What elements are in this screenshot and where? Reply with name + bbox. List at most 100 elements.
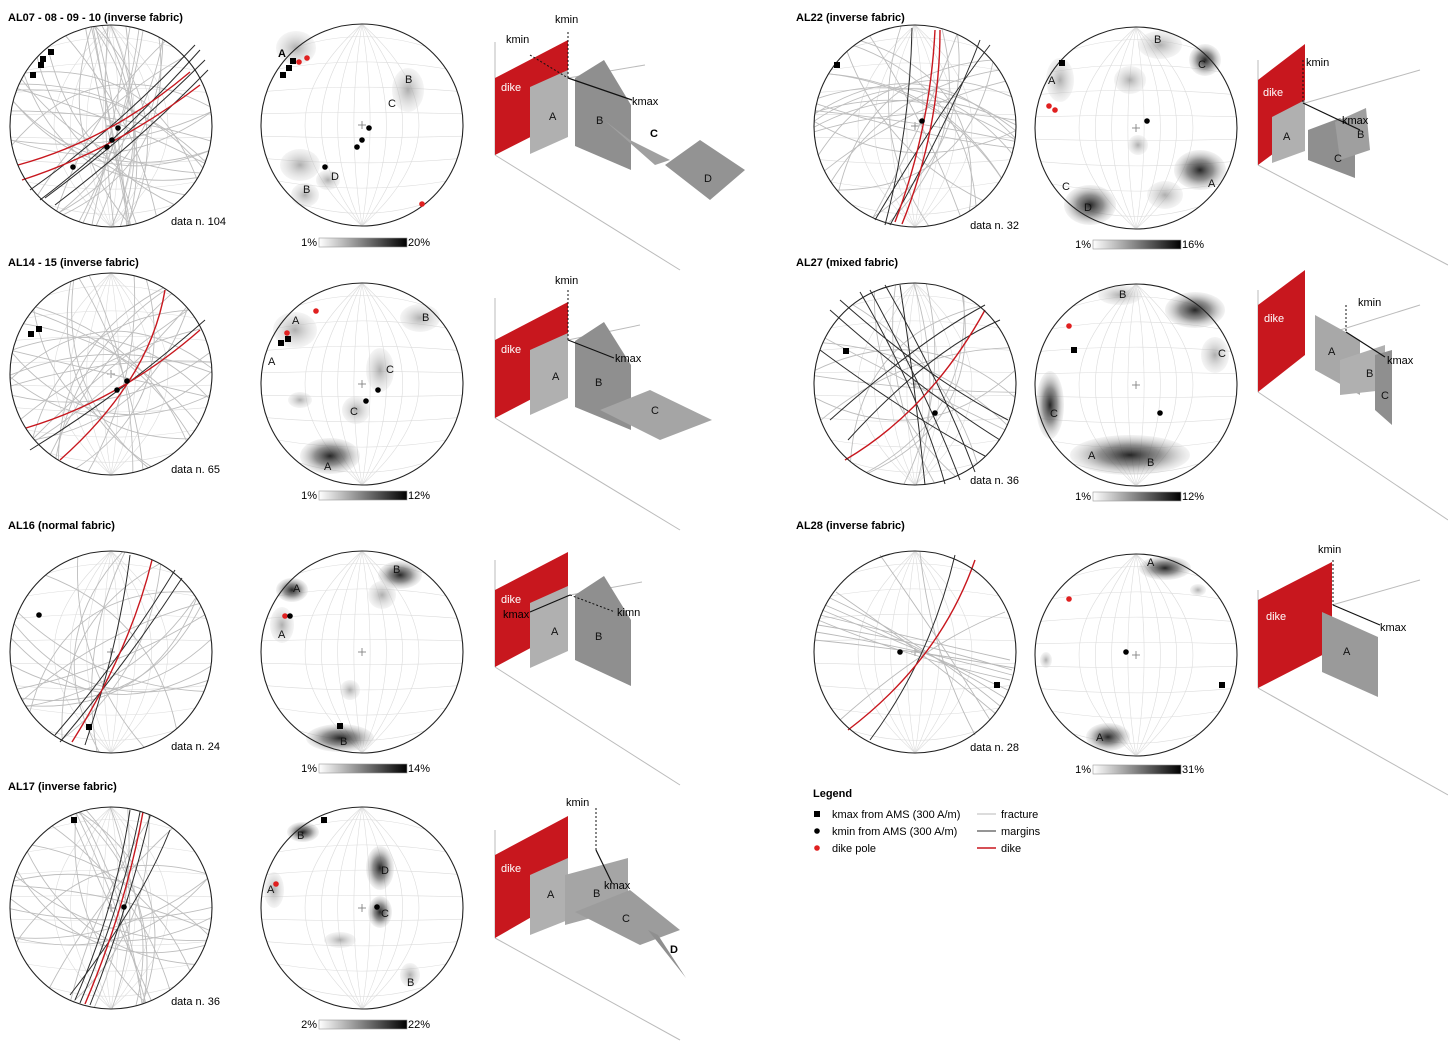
kmax-label: kmax [632, 96, 659, 108]
kmax-label: kmax [1380, 622, 1407, 634]
block-diagram: dike kmin kmax A B C [494, 275, 712, 531]
dike-label: dike [501, 594, 521, 606]
margin-planes [819, 284, 1009, 486]
margin-planes [29, 44, 209, 206]
scale-min: 1% [301, 490, 317, 502]
scale-max: 16% [1182, 239, 1204, 251]
dike-label: dike [501, 344, 521, 356]
dike-plane [1258, 562, 1332, 688]
kmin-label: kmin [566, 797, 589, 809]
kmin-dots [1123, 649, 1129, 655]
fracture-planes [10, 24, 212, 228]
kmin-label: kmin [1306, 57, 1329, 69]
kmin-dots [70, 125, 121, 170]
contour-label: B [393, 564, 400, 576]
dike-label: dike [1266, 611, 1286, 623]
density-grid [261, 23, 463, 227]
dike-poles [1066, 323, 1072, 329]
contour-label: C [350, 406, 358, 418]
panel-al27: AL27 (mixed fabric) data n. 36 [796, 257, 1448, 521]
dike-poles [273, 881, 279, 887]
dike-poles [284, 308, 319, 336]
contour-label: A [293, 583, 301, 595]
plane-label: C [1334, 153, 1342, 165]
data-count: data n. 65 [171, 464, 220, 476]
panel-al28: AL28 (inverse fabric) [796, 520, 1448, 796]
legend: Legend kmax from AMS (300 A/m) kmin from… [813, 788, 1041, 855]
margin-planes [54, 554, 183, 746]
density-stereonet: B A C C D A 1% 16% [1034, 26, 1238, 251]
contour-label: C [1062, 181, 1070, 193]
density-scale-bar [318, 237, 408, 248]
density-stereonet: B A D C B 2% 22% [260, 806, 464, 1031]
plane-label: C [622, 913, 630, 925]
dike-poles [1066, 596, 1072, 602]
margin-planes [874, 27, 991, 226]
contour-label: A [1208, 178, 1216, 190]
legend-label: dike pole [832, 843, 876, 855]
density-stereonet: A A 1% 31% [1034, 553, 1238, 776]
kmin-dots [114, 378, 130, 393]
density-stereonet: B C C A B 1% 12% [1034, 283, 1238, 503]
scale-min: 2% [301, 1019, 317, 1031]
kmax-label: kmax [615, 353, 642, 365]
scale-min: 1% [1075, 239, 1091, 251]
block-diagram: dike kmin kmax A B C D [494, 797, 686, 1041]
kmin-label: kmin [1358, 297, 1381, 309]
fracture-stereonet: data n. 32 [813, 24, 1019, 232]
density-scale-bar [1092, 491, 1182, 502]
contour-label: A [267, 884, 275, 896]
scale-min: 1% [301, 237, 317, 249]
scale-min: 1% [1075, 491, 1091, 503]
panel-title: AL07 - 08 - 09 - 10 (inverse fabric) [8, 12, 183, 24]
kmin-label: kmin [555, 14, 578, 26]
contour-label: B [297, 830, 304, 842]
density-stereonet: A B A B 1% 14% [260, 550, 464, 775]
plane-label: A [1343, 646, 1351, 658]
scale-max: 14% [408, 763, 430, 775]
kmax-squares [86, 724, 92, 730]
density-scale-bar [1092, 764, 1182, 775]
block-diagram: dike kmax kimn A B [494, 552, 681, 786]
dike-planes [84, 811, 144, 1005]
kmax-label: kmax [1387, 355, 1414, 367]
density-scale-bar [318, 1019, 408, 1030]
dike-planes [71, 559, 153, 743]
kmax-squares [1219, 682, 1225, 688]
plane-label: C [1381, 390, 1389, 402]
stereonet-grid [814, 282, 1016, 486]
legend-title: Legend [813, 788, 852, 800]
dike-label: dike [501, 863, 521, 875]
fracture-planes [9, 806, 213, 1010]
kmax-squares [280, 58, 296, 78]
kmin-dots [374, 904, 380, 910]
plane-label: B [596, 115, 603, 127]
plane-label: A [549, 111, 557, 123]
kmin-dots [897, 649, 903, 655]
plane-label: A [547, 889, 555, 901]
plane-label: B [595, 631, 602, 643]
kmin-dots [1144, 118, 1150, 124]
density-scale-bar [318, 490, 408, 501]
dike-label: dike [1264, 313, 1284, 325]
fracture-planes [814, 551, 1015, 736]
margin-planes [69, 809, 171, 1006]
contour-label: C [386, 364, 394, 376]
dike-planes [847, 559, 976, 731]
contour-label: C [1050, 408, 1058, 420]
legend-label: kmin from AMS (300 A/m) [832, 826, 957, 838]
data-count: data n. 28 [970, 742, 1019, 754]
fracture-stereonet: data n. 104 [9, 24, 226, 228]
kmin-dots [919, 118, 925, 124]
panel-al17: AL17 (inverse fabric) data n. 36 [8, 781, 686, 1041]
fracture-stereonet: data n. 24 [9, 550, 220, 754]
scale-min: 1% [301, 763, 317, 775]
contour-label: A [292, 315, 300, 327]
contour-label: C [1198, 59, 1206, 71]
contour-label: B [1147, 457, 1154, 469]
kmin-dots [322, 125, 372, 170]
margin-planes [869, 554, 956, 741]
dike-poles [282, 613, 288, 619]
contour-label: B [1154, 34, 1161, 46]
kmax-squares [1071, 347, 1077, 353]
